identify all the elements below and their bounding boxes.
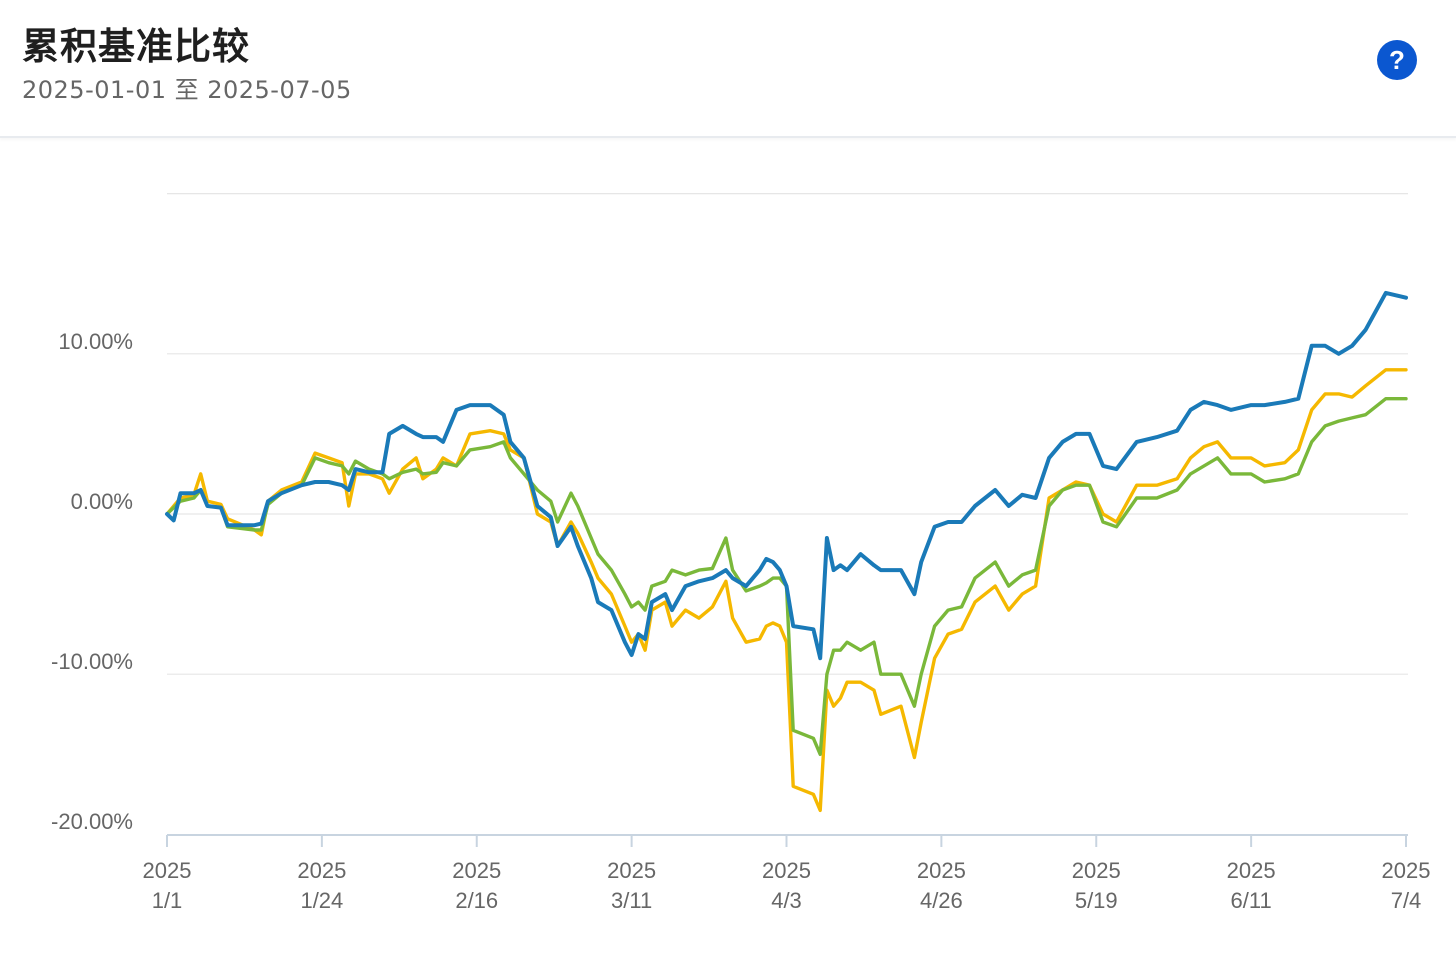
x-tick-year: 2025 xyxy=(1382,858,1431,883)
question-mark-icon[interactable]: ? xyxy=(1377,40,1417,80)
x-tick-year: 2025 xyxy=(917,858,966,883)
x-tick-day: 4/3 xyxy=(771,888,802,913)
y-tick-label: 10.00% xyxy=(58,329,133,354)
y-tick-label: -20.00% xyxy=(51,809,133,834)
x-tick-day: 1/1 xyxy=(152,888,183,913)
y-tick-label: -10.00% xyxy=(51,649,133,674)
x-tick-year: 2025 xyxy=(143,858,192,883)
x-tick-year: 2025 xyxy=(1227,858,1276,883)
chart-header: 累积基准比较 2025-01-01 至 2025-07-05 ? xyxy=(0,0,1456,138)
x-tick-day: 7/4 xyxy=(1391,888,1422,913)
grid-lines xyxy=(167,192,1408,675)
y-axis-labels: -20.00% -10.00% 0.00% 10.00% xyxy=(51,329,133,834)
y-tick-label: 0.00% xyxy=(71,489,133,514)
x-tick-year: 2025 xyxy=(607,858,656,883)
x-tick-day: 3/11 xyxy=(611,888,652,913)
chart-area: -20.00% -10.00% 0.00% 10.00% 2025 1/1 2025 1/2… xyxy=(0,138,1456,962)
x-tick-day: 6/11 xyxy=(1231,888,1272,913)
date-range-subtitle: 2025-01-01 至 2025-07-05 xyxy=(22,76,352,104)
x-tick-year: 2025 xyxy=(1072,858,1121,883)
cumulative-benchmark-chart: -20.00% -10.00% 0.00% 10.00% 2025 1/1 2025 1/2… xyxy=(51,192,1431,913)
x-tick-day: 5/19 xyxy=(1075,888,1118,913)
x-axis: 2025 1/1 2025 1/24 2025 2/16 2025 3/11 2025 4/3 20… xyxy=(143,834,1431,913)
series-line-1 xyxy=(165,368,1408,813)
x-tick-year: 2025 xyxy=(762,858,811,883)
x-tick-day: 1/24 xyxy=(300,888,343,913)
x-tick-year: 2025 xyxy=(452,858,501,883)
series-line-3 xyxy=(165,290,1408,661)
x-tick-day: 4/26 xyxy=(920,888,963,913)
x-tick-year: 2025 xyxy=(297,858,346,883)
x-tick-day: 2/16 xyxy=(455,888,498,913)
series-line-2 xyxy=(165,397,1408,756)
series-lines xyxy=(165,290,1408,813)
page-title: 累积基准比较 xyxy=(22,25,250,68)
